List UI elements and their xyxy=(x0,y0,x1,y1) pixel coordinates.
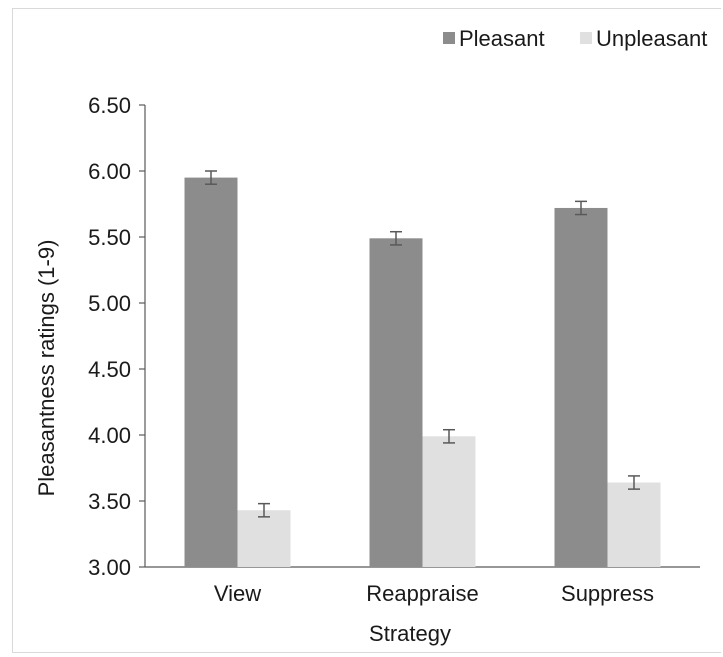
y-axis: 3.00 3.50 4.00 4.50 5.00 5.50 6.00 6.50 xyxy=(88,93,146,580)
y-tick-label: 5.50 xyxy=(88,225,131,250)
bar-pleasant-reappraise xyxy=(369,238,423,567)
error-bar-unpleasant-view xyxy=(258,502,270,518)
bar-pleasant-view xyxy=(184,177,238,567)
y-tick-label: 3.00 xyxy=(88,555,131,580)
y-tick-label: 6.00 xyxy=(88,159,131,184)
x-tick-label: View xyxy=(214,581,261,606)
y-tick-label: 6.50 xyxy=(88,93,131,118)
legend-label-pleasant: Pleasant xyxy=(459,26,545,51)
legend-swatch-unpleasant xyxy=(580,32,592,44)
chart-frame xyxy=(12,8,721,653)
y-axis-title: Pleasantness ratings (1-9) xyxy=(34,240,59,497)
error-bar-pleasant-reappraise xyxy=(390,230,402,246)
y-tick-label: 4.00 xyxy=(88,423,131,448)
legend: Pleasant Unpleasant xyxy=(443,26,707,51)
x-axis: View Reappraise Suppress xyxy=(145,566,700,606)
bar-unpleasant-reappraise xyxy=(422,436,476,567)
bar-group-view xyxy=(184,170,291,567)
bar-unpleasant-suppress xyxy=(607,482,661,567)
x-axis-title: Strategy xyxy=(369,621,451,646)
legend-label-unpleasant: Unpleasant xyxy=(596,26,707,51)
x-tick-label: Suppress xyxy=(561,581,654,606)
bars xyxy=(184,170,661,567)
bar-pleasant-suppress xyxy=(554,207,608,567)
error-bar-unpleasant-reappraise xyxy=(443,428,455,444)
y-tick-label: 3.50 xyxy=(88,489,131,514)
bar-unpleasant-view xyxy=(237,510,291,567)
bar-group-reappraise xyxy=(369,230,476,567)
error-bar-unpleasant-suppress xyxy=(628,475,640,490)
x-tick-label: Reappraise xyxy=(366,581,479,606)
legend-swatch-pleasant xyxy=(443,32,455,44)
y-tick-label: 4.50 xyxy=(88,357,131,382)
y-tick-label: 5.00 xyxy=(88,291,131,316)
bar-group-suppress xyxy=(554,200,661,567)
error-bar-pleasant-view xyxy=(205,170,217,185)
error-bar-pleasant-suppress xyxy=(575,200,587,216)
